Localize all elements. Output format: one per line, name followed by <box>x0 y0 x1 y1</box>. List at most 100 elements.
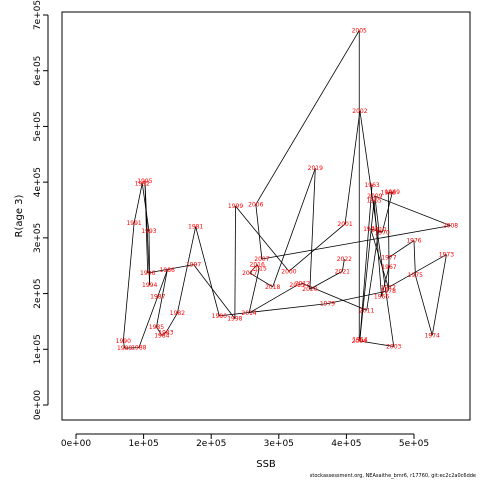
year-label-2012: 2012 <box>295 281 310 288</box>
year-label-1995: 1995 <box>137 178 152 185</box>
year-label-2006: 2006 <box>248 201 263 208</box>
x-tick-label: 3e+05 <box>264 439 294 449</box>
y-tick-label: 1e+05 <box>33 334 43 364</box>
year-label-2019: 2019 <box>308 165 323 172</box>
x-tick-label: 1e+05 <box>128 439 158 449</box>
sr-segment-1985-1986 <box>156 270 168 328</box>
sr-segment-1970-1971 <box>370 228 383 233</box>
year-label-1974: 1974 <box>425 332 440 339</box>
year-label-2000: 2000 <box>281 268 296 275</box>
sr-segment-1964-1965 <box>359 200 375 340</box>
x-tick-label: 2e+05 <box>196 439 226 449</box>
year-label-2014: 2014 <box>241 310 256 317</box>
sr-segment-1999-2000 <box>235 205 290 272</box>
sr-segment-1969-1970 <box>381 192 393 233</box>
year-label-1990: 1990 <box>116 338 131 345</box>
sr-segment-1987-1988 <box>138 296 159 348</box>
sr-segment-1989-1990 <box>122 340 126 349</box>
sr-segment-2016-2017 <box>249 264 258 274</box>
year-label-2017: 2017 <box>242 270 257 277</box>
year-label-2002: 2002 <box>352 108 367 115</box>
year-label-1976: 1976 <box>406 238 421 245</box>
year-label-2008: 2008 <box>443 223 458 230</box>
x-axis: 0e+00 1e+05 2e+05 3e+05 4e+05 5e+05 <box>61 433 429 449</box>
year-label-2021: 2021 <box>335 268 350 275</box>
year-label-2013: 2013 <box>289 282 304 289</box>
year-label-1980: 1980 <box>212 313 227 320</box>
sr-segment-1991-1992 <box>133 183 143 223</box>
sr-segment-1976-1977 <box>388 240 415 258</box>
year-label-1987: 1987 <box>150 293 165 300</box>
year-label-1989: 1989 <box>117 345 132 352</box>
year-label-1985: 1985 <box>149 324 164 331</box>
year-label-2007: 2007 <box>254 256 269 263</box>
sr-segment-2003-2004 <box>359 340 394 347</box>
sr-segment-1980-1981 <box>195 226 220 316</box>
x-tick-label: 4e+05 <box>331 439 361 449</box>
x-tick-label: 0e+00 <box>61 439 92 449</box>
year-label-1993: 1993 <box>141 228 156 235</box>
sr-segment-1975-1976 <box>413 240 416 276</box>
year-label-2020: 2020 <box>302 286 317 293</box>
year-label-1981: 1981 <box>188 224 203 231</box>
sr-segment-2005-2006 <box>255 30 360 205</box>
footer-source: stockassessment.org, NEAsaithe_bmr6, r17… <box>310 473 476 479</box>
year-label-1984: 1984 <box>154 332 169 339</box>
year-label-1986: 1986 <box>160 267 175 274</box>
sr-segment-2012-2013 <box>296 283 303 286</box>
year-label-2018: 2018 <box>265 284 280 291</box>
y-axis-title: R(age 3) <box>14 194 25 237</box>
y-tick-label: 4e+05 <box>33 167 43 197</box>
sr-segment-2017-2018 <box>249 272 273 288</box>
year-label-2004: 2004 <box>352 338 367 345</box>
sr-trajectory-lines <box>122 30 451 349</box>
x-tick-label: 5e+05 <box>399 439 429 449</box>
year-label-2016: 2016 <box>250 262 265 269</box>
sr-segment-1981-1982 <box>177 226 197 314</box>
sr-segment-2014-2015 <box>248 268 260 314</box>
sr-segment-2007-2008 <box>261 225 451 260</box>
sr-segment-1978-1979 <box>327 290 389 304</box>
year-label-1966: 1966 <box>374 293 389 300</box>
year-label-1982: 1982 <box>170 310 185 317</box>
year-label-1997: 1997 <box>186 262 201 269</box>
year-label-1994: 1994 <box>142 282 157 289</box>
year-label-1978: 1978 <box>381 288 396 295</box>
sr-segment-1997-1998 <box>193 264 236 319</box>
sr-segment-2011-2012 <box>302 283 367 311</box>
sr-segment-1983-1984 <box>161 332 167 336</box>
y-tick-label: 6e+05 <box>33 56 43 86</box>
sr-segment-2021-2022 <box>341 258 345 272</box>
year-label-1968: 1968 <box>381 190 396 197</box>
year-label-2005: 2005 <box>352 28 367 35</box>
sr-segment-1984-1985 <box>156 326 163 336</box>
year-label-1973: 1973 <box>439 252 454 259</box>
year-label-1963: 1963 <box>364 182 379 189</box>
year-label-1965: 1965 <box>366 198 381 205</box>
sr-segment-1972-1973 <box>388 254 447 288</box>
year-label-2003: 2003 <box>386 344 401 351</box>
year-label-1969: 1969 <box>385 189 400 196</box>
year-label-2009: 2009 <box>367 193 382 200</box>
sr-segment-2015-2016 <box>256 264 260 269</box>
sr-segment-1998-1999 <box>234 206 236 319</box>
year-label-1998: 1998 <box>227 316 242 323</box>
sr-segment-2006-2007 <box>255 204 263 260</box>
sr-segment-2009-2010 <box>374 196 380 230</box>
y-tick-label: 0e+00 <box>33 390 43 421</box>
year-label-1996: 1996 <box>140 270 155 277</box>
year-label-1967: 1967 <box>381 264 396 271</box>
sr-segment-1988-1989 <box>124 347 139 349</box>
year-label-1964: 1964 <box>352 336 367 343</box>
sr-segment-2018-2019 <box>272 168 316 288</box>
year-label-1977: 1977 <box>381 254 396 261</box>
sr-segment-1973-1974 <box>431 254 447 336</box>
sr-segment-1971-1972 <box>370 228 389 288</box>
sr-segment-1963-1964 <box>359 184 373 340</box>
year-label-2015: 2015 <box>252 266 267 273</box>
y-tick-label: 7e+05 <box>33 0 43 30</box>
sr-segment-1995-1996 <box>144 181 149 273</box>
sr-segment-2010-2011 <box>366 229 380 311</box>
sr-segment-1977-1978 <box>387 257 390 291</box>
sr-segment-2001-2002 <box>344 110 361 224</box>
